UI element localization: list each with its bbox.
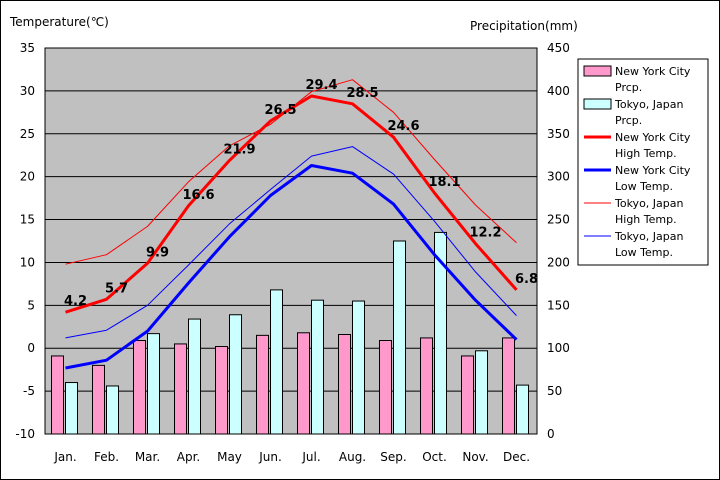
left-tick-label: 15	[20, 213, 35, 227]
left-tick-label: -10	[15, 427, 35, 441]
legend-label: High Temp.	[615, 213, 677, 226]
precipitation-bar	[379, 340, 392, 435]
left-tick-label: 25	[20, 127, 35, 141]
right-tick-label: 400	[547, 84, 570, 98]
precipitation-bar	[92, 364, 105, 435]
legend-label: Tokyo, Japan	[614, 197, 683, 210]
precipitation-bar	[311, 299, 324, 435]
precipitation-bar	[420, 337, 433, 435]
precipitation-bar	[256, 334, 269, 435]
data-labels: 4.2 5.7 9.9 16.6 21.9 26.5 29.4 28.5 24.6 18.1 12.…	[64, 78, 538, 309]
x-tick-label: Jul.	[301, 450, 320, 464]
right-axis-title: Precipitation(mm)	[470, 19, 578, 33]
legend-label: Prcp.	[615, 114, 642, 127]
plot-border	[44, 47, 538, 435]
legend-label: Tokyo, Japan	[614, 98, 683, 111]
x-tick-label: Jan.	[53, 450, 76, 464]
left-tick-label: 5	[27, 298, 35, 312]
precipitation-bar	[475, 350, 488, 435]
temperature-data-label: 28.5	[346, 86, 378, 101]
x-tick-label: Feb.	[94, 450, 119, 464]
temperature-data-label: 5.7	[105, 281, 128, 296]
temperature-data-label: 12.2	[469, 226, 501, 241]
right-tick-label: 50	[547, 384, 562, 398]
legend-label: Low Temp.	[615, 246, 673, 259]
legend-label: New York City	[615, 65, 691, 78]
precipitation-bar	[147, 333, 160, 435]
gridlines	[45, 90, 537, 392]
temperature-data-label: 6.8	[515, 272, 538, 287]
left-axis-ticks: -10 -5 0 5 10 15 20 25 30 35	[15, 41, 35, 441]
temperature-data-label: 18.1	[428, 175, 460, 190]
right-tick-label: 350	[547, 127, 570, 141]
x-tick-label: Mar.	[135, 450, 160, 464]
precipitation-bar	[516, 384, 529, 435]
right-tick-label: 150	[547, 298, 570, 312]
x-tick-label: Sep.	[380, 450, 406, 464]
precipitation-bar	[215, 346, 228, 435]
legend-label: High Temp.	[615, 147, 677, 160]
temperature-lines	[65, 79, 518, 370]
x-tick-label: Oct.	[422, 450, 447, 464]
precipitation-bar	[229, 314, 242, 435]
legend-label: New York City	[615, 164, 691, 177]
temperature-line	[65, 164, 518, 370]
precipitation-bar	[106, 385, 119, 435]
x-tick-label: Nov.	[462, 450, 488, 464]
left-tick-label: -5	[23, 384, 35, 398]
legend-label: Prcp.	[615, 81, 642, 94]
precipitation-bar	[270, 289, 283, 435]
left-tick-label: 20	[20, 170, 35, 184]
left-tick-label: 30	[20, 84, 35, 98]
x-tick-label: Apr.	[177, 450, 200, 464]
precipitation-bar	[188, 318, 201, 435]
left-tick-label: 35	[20, 41, 35, 55]
right-axis-ticks: 0 50 100 150 200 250 300 350 400 450	[547, 41, 570, 441]
precipitation-bar	[338, 333, 351, 435]
legend-label: New York City	[615, 131, 691, 144]
temperature-data-label: 9.9	[146, 245, 169, 260]
right-tick-label: 300	[547, 170, 570, 184]
precipitation-bar	[502, 337, 515, 435]
temperature-data-label: 26.5	[264, 103, 296, 118]
x-tick-label: Jun.	[258, 450, 282, 464]
right-tick-label: 200	[547, 255, 570, 269]
precipitation-bar	[133, 340, 146, 435]
precipitation-bars	[51, 231, 529, 435]
legend: New York City Prcp. Tokyo, Japan Prcp. New Y…	[577, 58, 709, 266]
legend-label: Tokyo, Japan	[614, 230, 683, 243]
x-tick-label: May	[217, 450, 242, 464]
precipitation-bar	[51, 355, 64, 435]
left-tick-label: 0	[27, 341, 35, 355]
precipitation-bar	[352, 300, 365, 435]
left-tick-label: 10	[20, 255, 35, 269]
right-tick-label: 250	[547, 213, 570, 227]
temperature-data-label: 29.4	[305, 78, 337, 93]
x-axis-ticks: Jan. Feb. Mar. Apr. May Jun. Jul. Aug. Sep. Oct. N…	[53, 450, 530, 464]
temperature-data-label: 16.6	[182, 188, 214, 203]
x-tick-label: Aug.	[339, 450, 366, 464]
temperature-data-label: 21.9	[223, 142, 255, 157]
left-axis-title: Temperature(℃)	[9, 15, 109, 29]
x-tick-label: Dec.	[503, 450, 530, 464]
legend-box	[577, 58, 709, 266]
precipitation-bar	[174, 343, 187, 435]
temperature-data-label: 4.2	[64, 294, 87, 309]
right-tick-label: 100	[547, 341, 570, 355]
precipitation-bar	[65, 382, 78, 435]
temperature-line	[65, 146, 517, 339]
temperature-data-label: 24.6	[387, 119, 419, 134]
legend-swatch	[583, 65, 612, 77]
precipitation-bar	[461, 355, 474, 435]
precipitation-bar	[297, 332, 310, 435]
legend-swatch	[583, 98, 612, 110]
temperature-line	[65, 94, 518, 314]
legend-label: Low Temp.	[615, 180, 673, 193]
right-tick-label: 450	[547, 41, 570, 55]
precipitation-bar	[393, 240, 406, 435]
right-tick-label: 0	[547, 427, 555, 441]
